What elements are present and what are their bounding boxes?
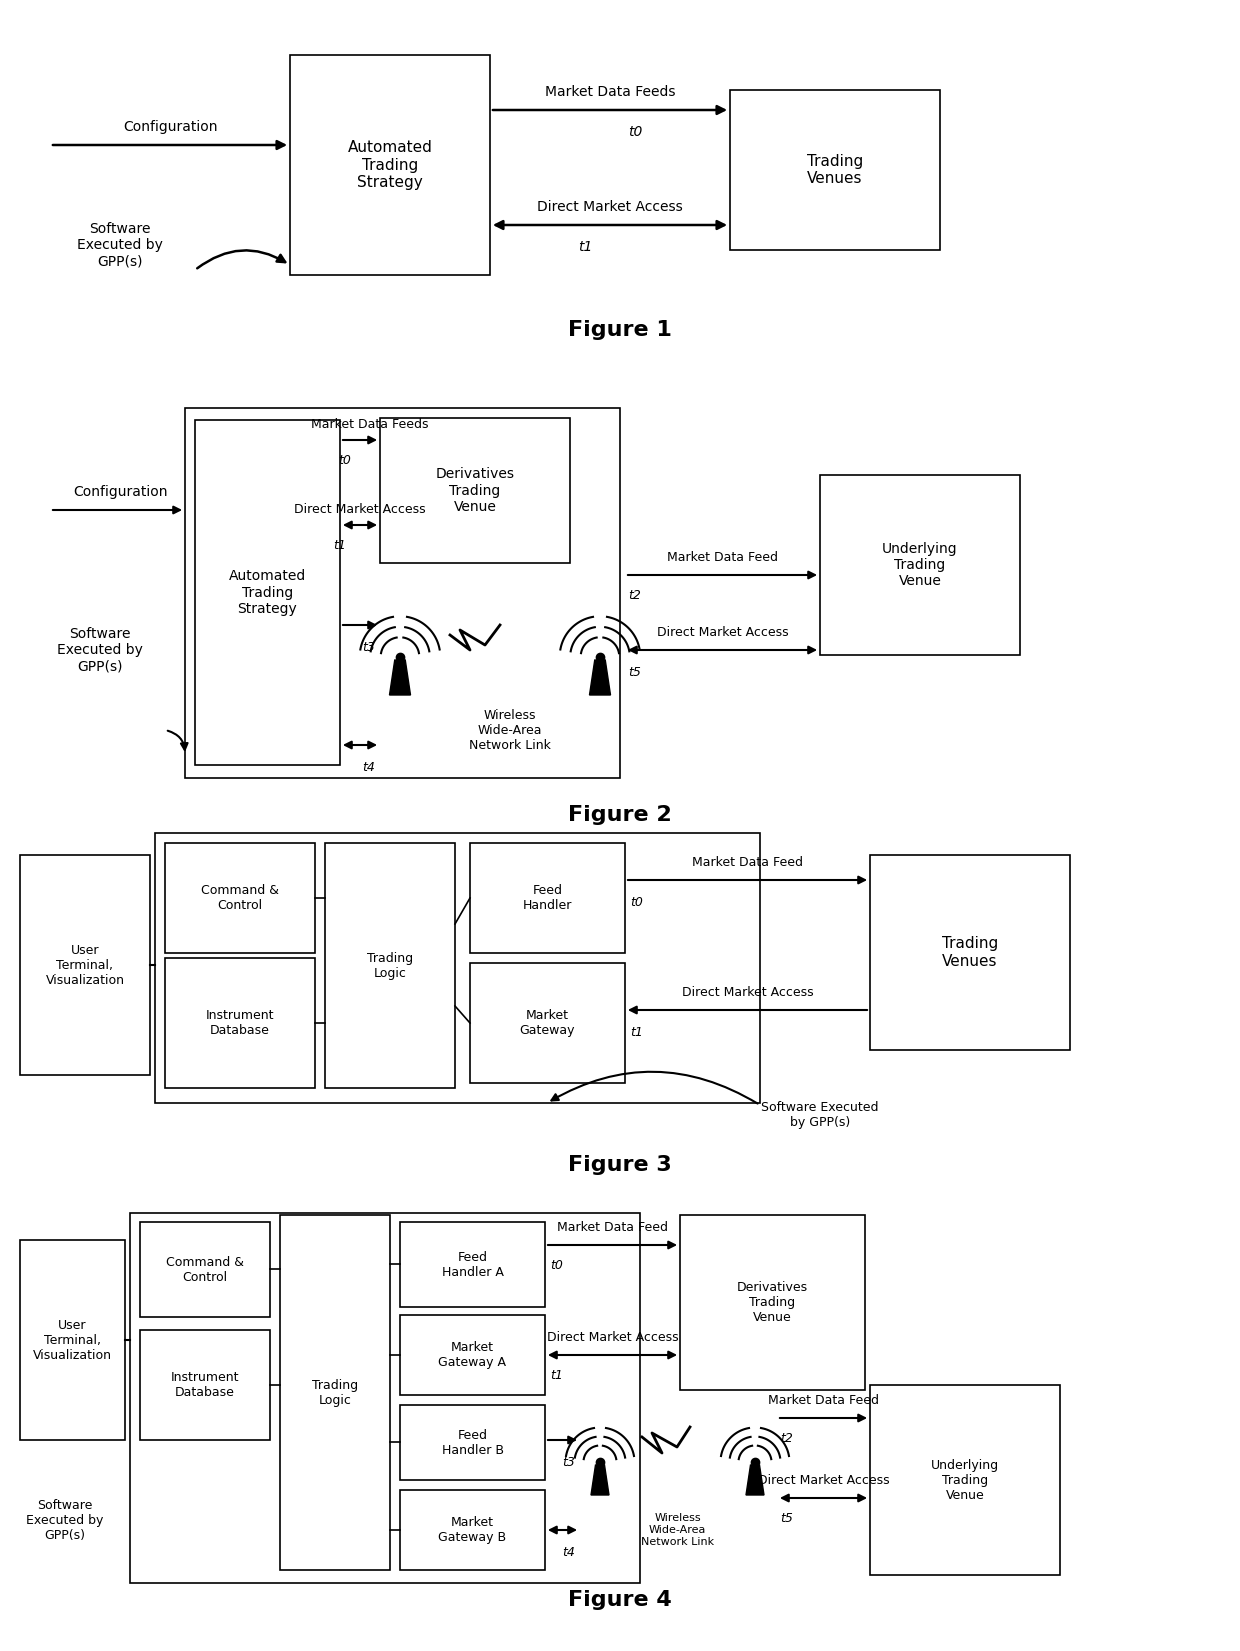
Text: Derivatives
Trading
Venue: Derivatives Trading Venue	[737, 1281, 808, 1324]
Text: Wireless
Wide-Area
Network Link: Wireless Wide-Area Network Link	[469, 708, 551, 751]
Text: Automated
Trading
Strategy: Automated Trading Strategy	[347, 140, 433, 190]
Bar	[401, 1489, 546, 1570]
Text: t4: t4	[362, 761, 374, 774]
Bar	[155, 834, 760, 1103]
Text: Direct Market Access: Direct Market Access	[682, 986, 813, 999]
Text: Feed
Handler B: Feed Handler B	[441, 1428, 503, 1456]
Bar	[140, 1331, 270, 1440]
Text: Direct Market Access: Direct Market Access	[547, 1331, 678, 1344]
Text: Wireless
Wide-Area
Network Link: Wireless Wide-Area Network Link	[641, 1514, 714, 1547]
Text: t2: t2	[627, 588, 641, 601]
Text: Trading
Logic: Trading Logic	[367, 951, 413, 979]
Bar	[20, 1240, 125, 1440]
Bar	[165, 958, 315, 1088]
Text: Trading
Venues: Trading Venues	[807, 154, 863, 187]
Text: t0: t0	[627, 125, 642, 139]
Text: t0: t0	[551, 1258, 563, 1271]
Text: Instrument
Database: Instrument Database	[171, 1370, 239, 1398]
Text: Trading
Venues: Trading Venues	[942, 936, 998, 969]
Text: Software
Executed by
GPP(s): Software Executed by GPP(s)	[26, 1499, 104, 1542]
Text: Market Data Feed: Market Data Feed	[692, 855, 804, 868]
Text: Direct Market Access: Direct Market Access	[657, 626, 789, 639]
Bar	[730, 91, 940, 249]
Text: Direct Market Access: Direct Market Access	[537, 200, 683, 215]
Text: Configuration: Configuration	[73, 485, 167, 499]
Text: t5: t5	[780, 1512, 792, 1524]
Text: t3: t3	[362, 641, 374, 654]
Text: t1: t1	[578, 239, 593, 254]
Bar	[185, 408, 620, 778]
Text: Direct Market Access: Direct Market Access	[294, 502, 425, 515]
Text: Figure 2: Figure 2	[568, 806, 672, 826]
Text: Underlying
Trading
Venue: Underlying Trading Venue	[882, 542, 957, 588]
Text: Figure 4: Figure 4	[568, 1590, 672, 1610]
Text: Derivatives
Trading
Venue: Derivatives Trading Venue	[435, 467, 515, 513]
Bar	[401, 1405, 546, 1479]
Bar	[470, 963, 625, 1083]
Text: Feed
Handler: Feed Handler	[523, 883, 572, 911]
Bar	[290, 54, 490, 276]
Text: Market Data Feeds: Market Data Feeds	[544, 84, 676, 99]
Text: t1: t1	[551, 1369, 563, 1382]
Bar	[20, 855, 150, 1075]
Text: Trading
Logic: Trading Logic	[312, 1379, 358, 1407]
Bar	[130, 1213, 640, 1583]
Text: Command &
Control: Command & Control	[166, 1255, 244, 1283]
Bar	[870, 855, 1070, 1050]
Bar	[195, 419, 340, 764]
Text: t4: t4	[562, 1545, 575, 1559]
Text: t1: t1	[630, 1025, 642, 1038]
Polygon shape	[389, 660, 410, 695]
Bar	[870, 1385, 1060, 1575]
Bar	[280, 1215, 391, 1570]
Text: t0: t0	[630, 895, 642, 908]
Text: t3: t3	[562, 1456, 575, 1468]
Bar	[401, 1222, 546, 1308]
Text: Market
Gateway B: Market Gateway B	[439, 1516, 507, 1544]
Text: Configuration: Configuration	[123, 121, 217, 134]
Text: Software
Executed by
GPP(s): Software Executed by GPP(s)	[57, 627, 143, 674]
Text: Software Executed
by GPP(s): Software Executed by GPP(s)	[761, 1101, 879, 1129]
Text: Market Data Feed: Market Data Feed	[557, 1220, 668, 1233]
Text: Software
Executed by
GPP(s): Software Executed by GPP(s)	[77, 221, 162, 267]
Text: Market
Gateway A: Market Gateway A	[439, 1341, 506, 1369]
Text: User
Terminal,
Visualization: User Terminal, Visualization	[33, 1319, 112, 1362]
Text: Market
Gateway: Market Gateway	[520, 1009, 575, 1037]
Text: User
Terminal,
Visualization: User Terminal, Visualization	[46, 943, 124, 987]
Polygon shape	[746, 1464, 764, 1496]
Polygon shape	[589, 660, 610, 695]
Bar	[470, 844, 625, 953]
Text: Direct Market Access: Direct Market Access	[758, 1473, 889, 1486]
Text: t2: t2	[780, 1431, 792, 1445]
Polygon shape	[591, 1464, 609, 1496]
Text: t1: t1	[334, 538, 346, 551]
Text: Automated
Trading
Strategy: Automated Trading Strategy	[229, 570, 306, 616]
Bar	[401, 1314, 546, 1395]
Text: Market Data Feeds: Market Data Feeds	[311, 418, 429, 431]
Text: Instrument
Database: Instrument Database	[206, 1009, 274, 1037]
Text: Feed
Handler A: Feed Handler A	[441, 1250, 503, 1278]
Text: Underlying
Trading
Venue: Underlying Trading Venue	[931, 1458, 999, 1501]
Text: t5: t5	[627, 665, 641, 679]
Bar	[140, 1222, 270, 1317]
Bar	[165, 844, 315, 953]
Text: Command &
Control: Command & Control	[201, 883, 279, 911]
Bar	[325, 844, 455, 1088]
Bar	[820, 475, 1021, 655]
Text: Figure 1: Figure 1	[568, 320, 672, 340]
Text: t0: t0	[339, 454, 351, 467]
Text: Figure 3: Figure 3	[568, 1156, 672, 1176]
Bar	[379, 418, 570, 563]
Text: Market Data Feed: Market Data Feed	[667, 550, 777, 563]
Text: Market Data Feed: Market Data Feed	[768, 1393, 879, 1407]
Bar	[680, 1215, 866, 1390]
